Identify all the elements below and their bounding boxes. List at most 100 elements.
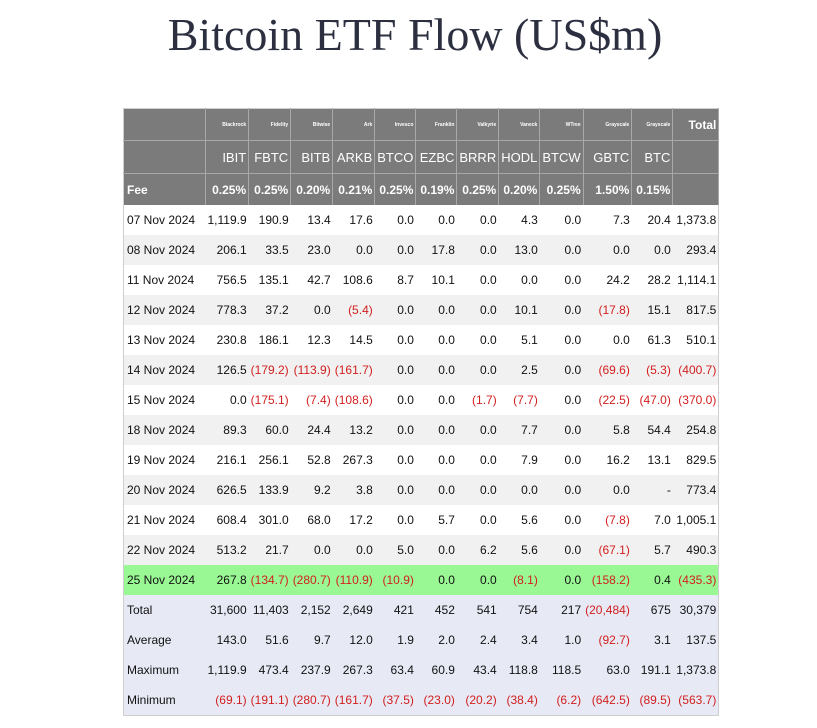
value-cell: 0.0 [498,475,540,505]
value-cell: (17.8) [583,295,632,325]
value-cell: 0.0 [539,415,584,445]
value-cell: 1,119.9 [205,205,249,235]
value-cell: 24.2 [583,265,632,295]
total-cell: 773.4 [672,475,719,505]
etf-flow-table-container: Blackrock Fidelity Bitwise Ark Invesco Frankl… [123,108,720,716]
table-row: 19 Nov 2024 216.1 256.1 52.8 267.3 0.0 0.0 0.0 7… [123,445,719,475]
value-cell: 0.0 [456,355,499,385]
value-cell: 1.9 [374,625,416,655]
stat-label: Average [123,625,206,655]
value-cell: (179.2) [248,355,291,385]
ticker-header: BITB [290,140,334,174]
value-cell: (113.9) [290,355,333,385]
total-cell: 293.4 [672,235,719,265]
ticker-header: EZBC [415,140,458,174]
value-cell: (20.2) [456,685,499,716]
value-cell: 0.0 [456,445,499,475]
page-title: Bitcoin ETF Flow (US$m) [167,9,663,60]
value-cell: 2.5 [498,355,540,385]
value-cell: 230.8 [205,325,249,355]
value-cell: 7.0 [631,505,673,535]
value-cell: 15.1 [631,295,673,325]
value-cell: 675 [631,595,673,625]
value-cell: 217 [539,595,584,625]
value-cell: 0.0 [539,565,584,595]
table-row: 22 Nov 2024 513.2 21.7 0.0 0.0 5.0 0.0 6.2 5.6 0.… [123,535,719,565]
value-cell: (110.9) [332,565,375,595]
header-corner [123,108,206,141]
value-cell: 0.0 [631,235,673,265]
value-cell: 2.0 [415,625,457,655]
date-cell: 12 Nov 2024 [123,295,206,325]
ticker-header: ARKB [332,140,376,174]
value-cell: (89.5) [631,685,673,716]
value-cell: 0.0 [205,385,249,415]
value-cell: 68.0 [290,505,333,535]
value-cell: 24.4 [290,415,333,445]
issuer-header: Ark [332,108,376,141]
value-cell: 190.9 [248,205,291,235]
value-cell: (23.0) [415,685,457,716]
value-cell: 0.0 [415,325,457,355]
value-cell: (38.4) [498,685,540,716]
issuer-header: Invesco [374,108,417,141]
table-body: 07 Nov 2024 1,119.9 190.9 13.4 17.6 0.0 0.0 0.0… [123,205,719,716]
value-cell: 778.3 [205,295,249,325]
value-cell: 513.2 [205,535,249,565]
fee-cell: 0.21% [332,173,376,205]
value-cell: 216.1 [205,445,249,475]
value-cell: (5.3) [631,355,673,385]
date-cell: 20 Nov 2024 [123,475,206,505]
value-cell: 126.5 [205,355,249,385]
value-cell: 473.4 [248,655,291,685]
value-cell: 0.0 [539,505,584,535]
value-cell: 5.8 [583,415,632,445]
date-cell: 18 Nov 2024 [123,415,206,445]
table-row: 08 Nov 2024 206.1 33.5 23.0 0.0 0.0 17.8 0.0 13.… [123,235,719,265]
value-cell: 754 [498,595,540,625]
value-cell: 0.0 [539,325,584,355]
value-cell: 9.2 [290,475,333,505]
value-cell: 452 [415,595,457,625]
value-cell: 17.8 [415,235,457,265]
value-cell: 17.2 [332,505,375,535]
value-cell: (22.5) [583,385,632,415]
issuer-header: Fidelity [248,108,292,141]
value-cell: (175.1) [248,385,291,415]
value-cell: 0.0 [583,475,632,505]
value-cell: 186.1 [248,325,291,355]
issuer-header: Bitwise [290,108,334,141]
fee-label: Fee [123,173,206,205]
value-cell: 0.0 [415,445,457,475]
stats-row: Maximum 1,119.9 473.4 237.9 267.3 63.4 60.9 43.… [123,655,719,685]
value-cell: 0.0 [374,295,416,325]
value-cell: 20.4 [631,205,673,235]
value-cell: 0.0 [332,235,375,265]
value-cell: 5.7 [631,535,673,565]
value-cell: 0.0 [498,265,540,295]
value-cell: 7.7 [498,415,540,445]
total-cell: 254.8 [672,415,719,445]
value-cell: 0.0 [456,475,499,505]
value-cell: 9.7 [290,625,333,655]
value-cell: (158.2) [583,565,632,595]
value-cell: 0.4 [631,565,673,595]
stat-label: Minimum [123,685,206,716]
value-cell: 0.0 [374,355,416,385]
value-cell: 61.3 [631,325,673,355]
value-cell: (134.7) [248,565,291,595]
stats-row: Minimum (69.1) (191.1) (280.7) (161.7) (37.5)… [123,685,719,716]
fee-cell: 0.20% [290,173,334,205]
value-cell: 0.0 [456,235,499,265]
table-row: 21 Nov 2024 608.4 301.0 68.0 17.2 0.0 5.7 0.0 5.… [123,505,719,535]
total-cell: 817.5 [672,295,719,325]
ticker-header: FBTC [248,140,292,174]
value-cell: 301.0 [248,505,291,535]
value-cell: 133.9 [248,475,291,505]
fee-cell: 0.15% [631,173,674,205]
value-cell: 0.0 [415,385,457,415]
value-cell: 42.7 [290,265,333,295]
value-cell: 54.4 [631,415,673,445]
table-row: 07 Nov 2024 1,119.9 190.9 13.4 17.6 0.0 0.0 0.0… [123,205,719,235]
value-cell: 6.2 [456,535,499,565]
